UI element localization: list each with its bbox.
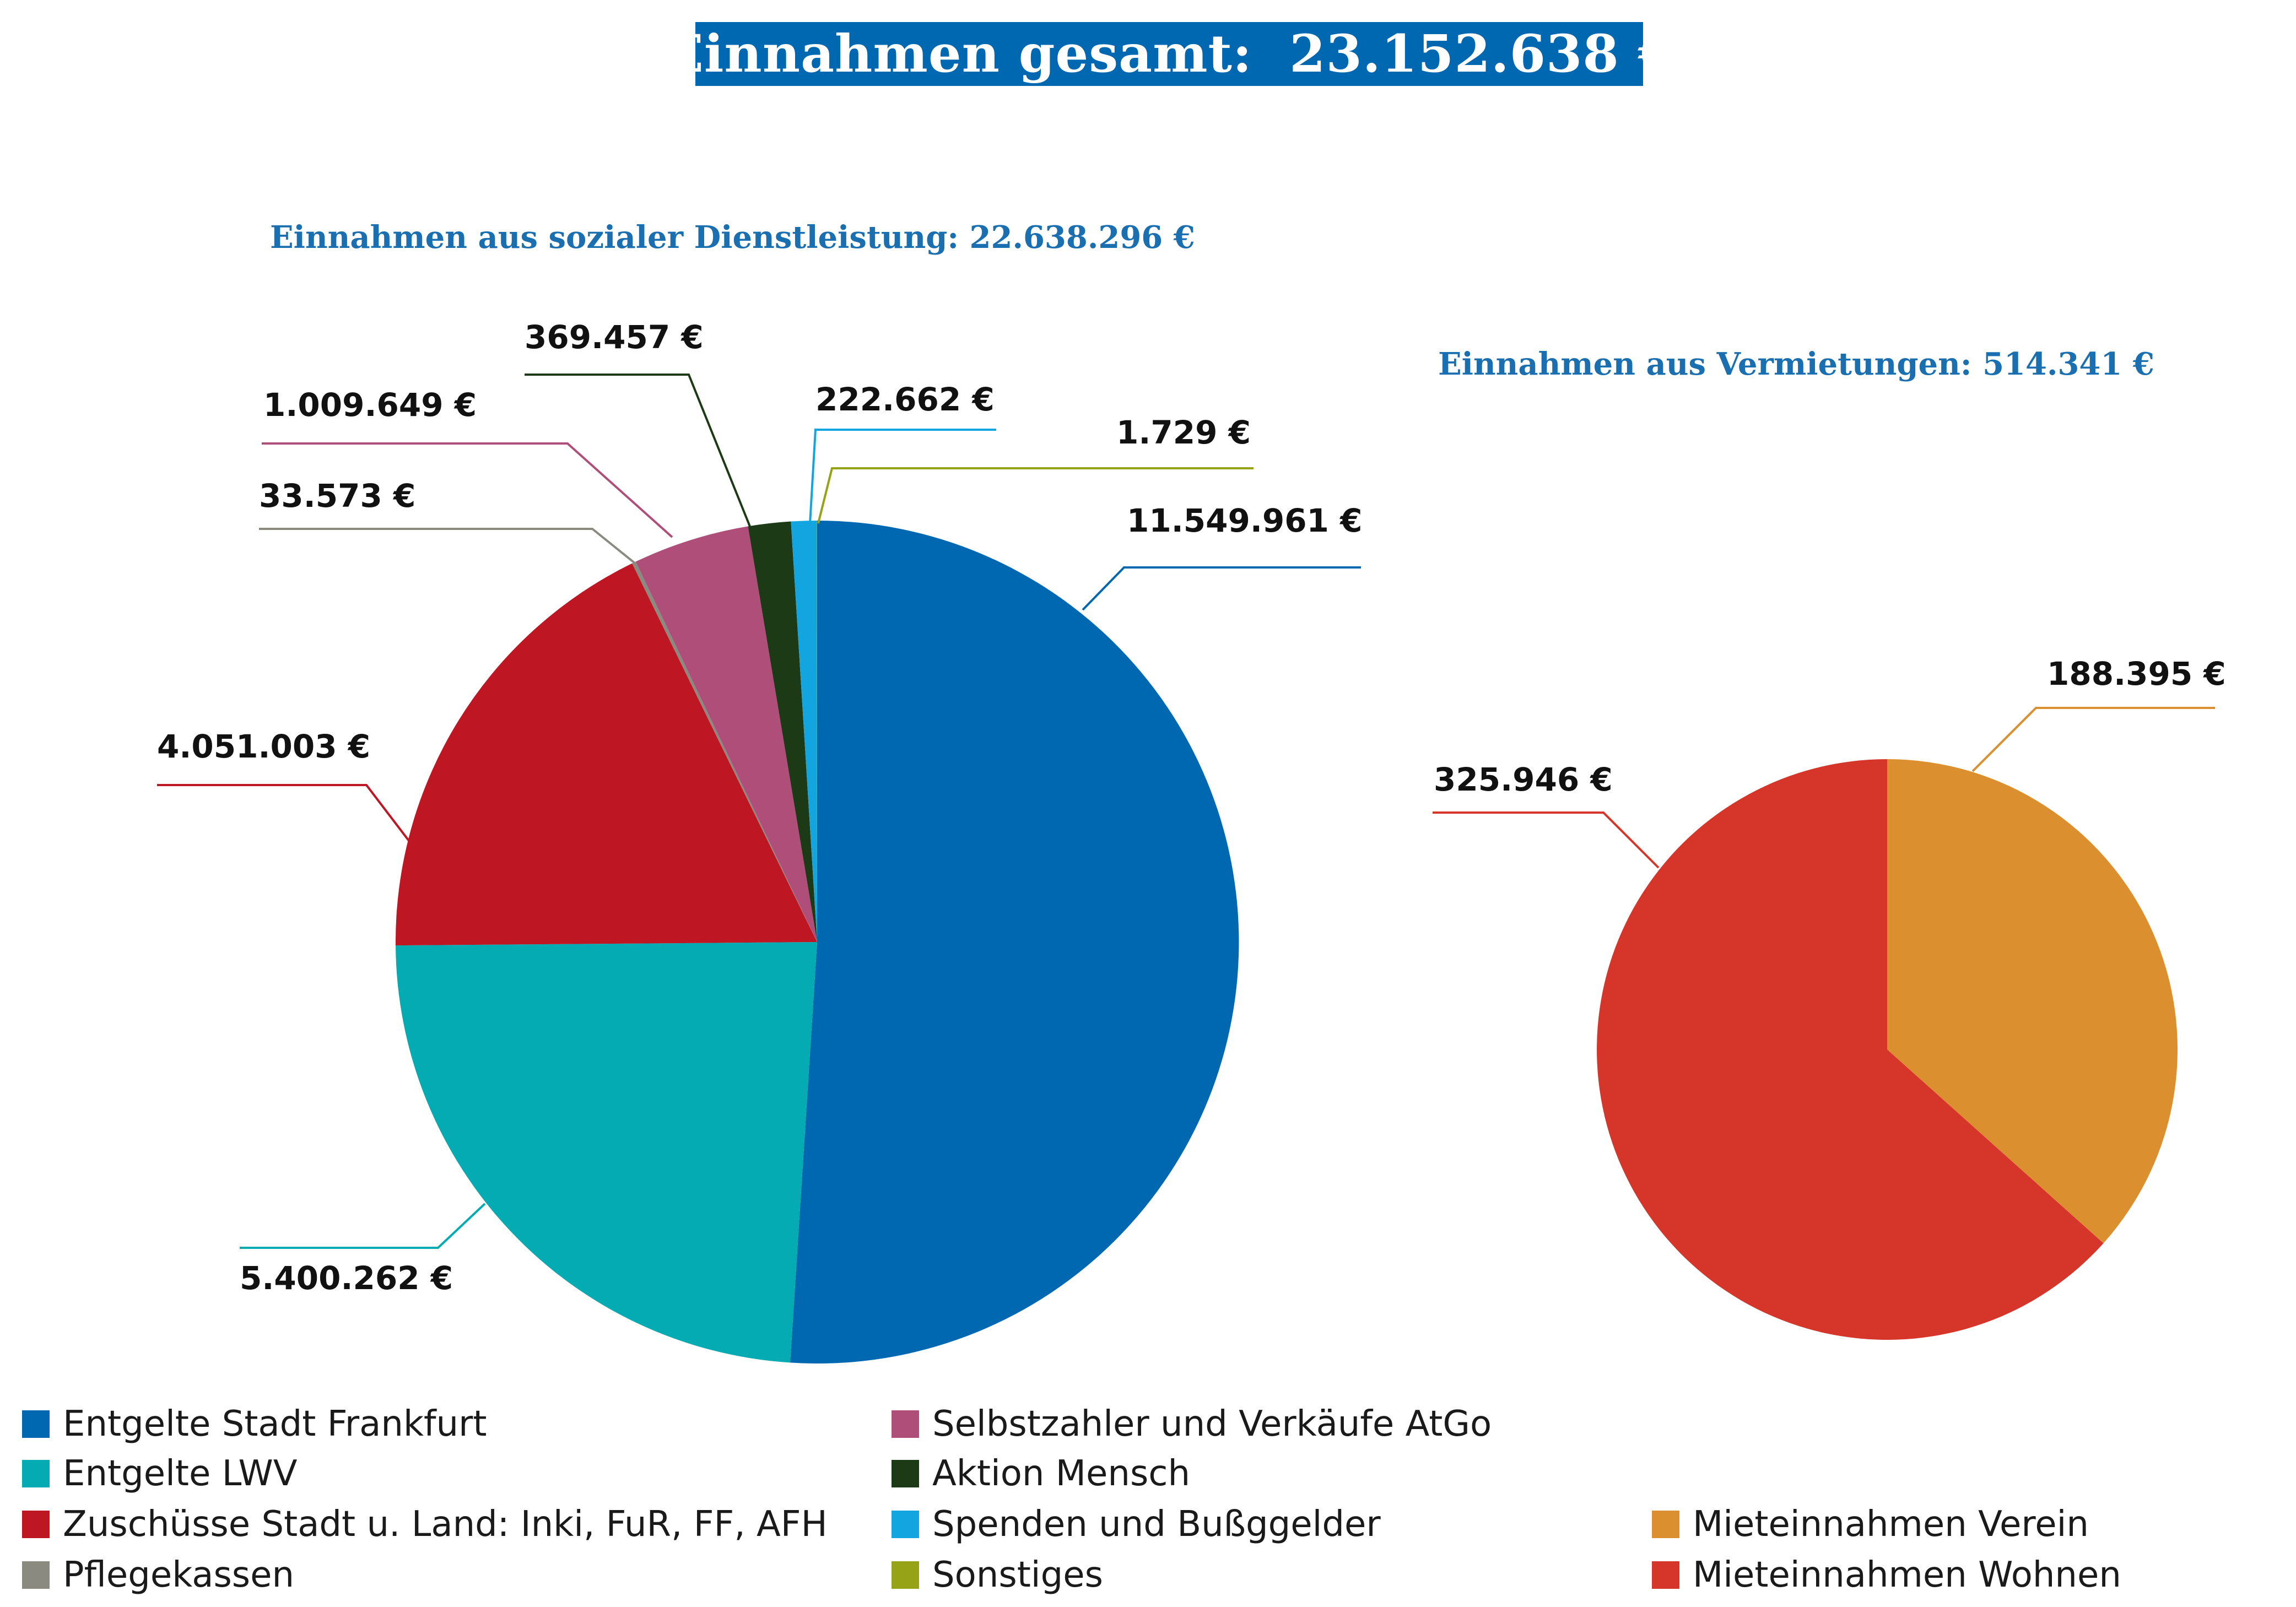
legend-swatch [892, 1460, 919, 1487]
legend-item: Mieteinnahmen Wohnen [1652, 1550, 2121, 1600]
data-label-entgelte-lwv: 5.400.262 € [240, 1259, 453, 1297]
legend-label: Pflegekassen [63, 1555, 295, 1595]
legend-item: Zuschüsse Stadt u. Land: Inki, FuR, FF, … [22, 1500, 828, 1549]
data-label-mieteinnahmen-wohnen: 325.946 € [1434, 761, 1613, 798]
legend-swatch [892, 1561, 919, 1589]
pie-slice-entgelte-stadt-frankfurt [790, 520, 1239, 1363]
pie-slice-spenden-und-bussggelder [791, 521, 817, 942]
pie-title-rentals: Einnahmen aus Vermietungen: 514.341 € [1438, 346, 2154, 382]
legend-item: Entgelte LWV [22, 1449, 298, 1498]
legend-swatch [892, 1410, 919, 1438]
legend-label: Entgelte Stadt Frankfurt [63, 1404, 487, 1444]
legend-label: Mieteinnahmen Wohnen [1693, 1555, 2121, 1595]
legend-item: Selbstzahler und Verkäufe AtGo [892, 1399, 1492, 1449]
legend-item: Entgelte Stadt Frankfurt [22, 1399, 487, 1449]
legend-swatch [1652, 1561, 1679, 1589]
legend-label: Selbstzahler und Verkäufe AtGo [932, 1404, 1492, 1444]
legend-swatch [22, 1460, 50, 1487]
leader-line [525, 374, 752, 528]
pie-chart-social-services [395, 520, 1239, 1363]
leader-line [1971, 707, 2215, 772]
data-label-pflegekassen: 33.573 € [259, 477, 415, 515]
data-label-mieteinnahmen-verein: 188.395 € [2047, 655, 2226, 692]
legend-swatch [22, 1511, 50, 1538]
leader-line [259, 528, 636, 564]
legend-label: Entgelte LWV [63, 1453, 298, 1494]
leader-line [817, 467, 1254, 524]
pie-slice-aktion-mensch [748, 521, 817, 942]
pie-slice-entgelte-lwv [396, 942, 817, 1363]
legend-label: Aktion Mensch [932, 1453, 1191, 1494]
pie-title-social-services: Einnahmen aus sozialer Dienstleistung: 2… [270, 219, 1195, 256]
leader-line [1433, 811, 1660, 869]
data-label-spenden-und-bussggelder: 222.662 € [815, 381, 995, 418]
data-label-zuschuesse-stadt-u-land-inki-fur-ff-afh: 4.051.003 € [157, 728, 370, 765]
legend-label: Spenden und Bußggelder [932, 1504, 1381, 1545]
leader-line [809, 429, 996, 524]
data-label-sonstiges: 1.729 € [1116, 414, 1251, 451]
legend-swatch [22, 1561, 50, 1589]
pie-slice-mieteinnahmen-verein [1887, 759, 2178, 1243]
legend-item: Aktion Mensch [892, 1449, 1190, 1498]
legend-label: Mieteinnahmen Verein [1693, 1504, 2089, 1545]
legend-swatch [892, 1511, 919, 1538]
value-callouts: 11.549.961 € 5.400.262 € 4.051.003 € 33.573… [157, 318, 2226, 1297]
pie-slice-zuschuesse-stadt-u-land-inki-fur-ff-afh [395, 563, 817, 946]
legend-item: Mieteinnahmen Verein [1652, 1500, 2089, 1549]
leader-line [1082, 566, 1361, 611]
legend-item: Spenden und Bußggelder [892, 1500, 1381, 1549]
legend-item: Sonstiges [892, 1550, 1103, 1600]
leader-line [262, 442, 673, 538]
legend-item: Pflegekassen [22, 1550, 294, 1600]
legend-swatch [22, 1410, 50, 1438]
pie-chart-rentals [1597, 759, 2178, 1340]
data-label-aktion-mensch: 369.457 € [525, 318, 704, 356]
leader-line [157, 784, 412, 844]
legend-label: Sonstiges [932, 1555, 1103, 1595]
pie-slice-selbstzahler-und-verkaeufe-atgo [635, 526, 817, 942]
data-label-selbstzahler-und-verkaeufe-atgo: 1.009.649 € [263, 386, 477, 424]
pie-slice-mieteinnahmen-wohnen [1597, 759, 2104, 1340]
leader-line [240, 1203, 486, 1249]
legend-label: Zuschüsse Stadt u. Land: Inki, FuR, FF, … [63, 1504, 828, 1545]
legend-swatch [1652, 1511, 1679, 1538]
data-label-entgelte-stadt-frankfurt: 11.549.961 € [1127, 502, 1362, 539]
pie-slice-pflegekassen [632, 561, 817, 942]
legend: Entgelte Stadt Frankfurt Entgelte LWV Zu… [22, 1399, 2281, 1598]
